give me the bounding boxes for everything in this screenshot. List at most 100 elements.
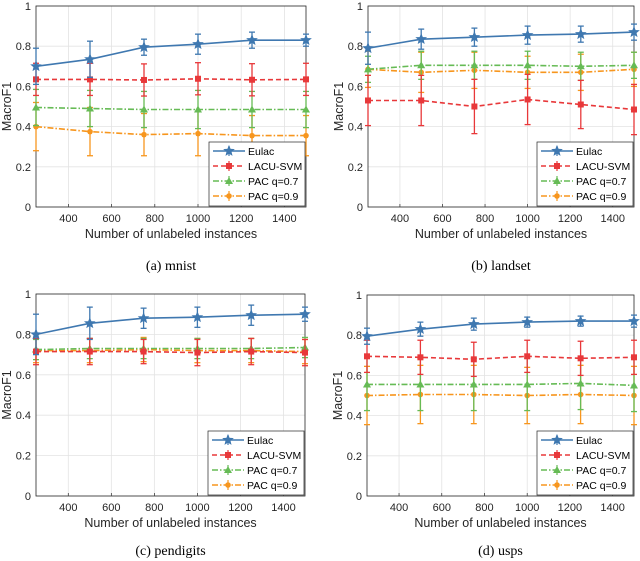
data-point (30, 60, 42, 72)
y-tick-label: 0.2 (348, 162, 363, 174)
legend-item: Eulac (541, 144, 602, 158)
y-tick-label: 1 (25, 289, 31, 301)
data-point (630, 61, 638, 69)
data-point (87, 76, 93, 83)
y-tick-label: 0.2 (347, 451, 362, 463)
y-tick-label: 0.8 (348, 41, 363, 53)
data-point (523, 380, 532, 388)
y-tick-label: 0.8 (16, 41, 31, 53)
data-point (84, 53, 96, 65)
x-tick-label: 1400 (600, 213, 624, 225)
legend-item: LACU-SVM (541, 450, 630, 462)
x-tick-label: 400 (391, 213, 409, 225)
y-tick-label: 1 (357, 1, 363, 13)
subplot-1: 400 600 800 1000 1200 1400 0 0.2 0.4 0.6 0.8 1 Numbe… (0, 1, 312, 274)
y-tick-label: 0.6 (347, 370, 362, 382)
x-tick-label: 400 (59, 213, 77, 225)
x-tick-label: 1200 (558, 213, 582, 225)
series-line (35, 346, 306, 351)
series-eulac (361, 314, 640, 345)
y-tick-label: 0.6 (16, 81, 31, 93)
legend-marker (553, 177, 561, 184)
series-lacu-svm (364, 339, 637, 378)
data-point (361, 330, 373, 342)
data-point (246, 34, 258, 46)
x-tick-label: 400 (390, 502, 408, 514)
legend-box (536, 141, 634, 207)
data-point (524, 96, 531, 103)
data-point (86, 104, 94, 112)
series-eulac (30, 31, 312, 86)
legend-label: LACU-SVM (248, 161, 302, 173)
x-axis-label: Number of unlabeled instances (85, 227, 257, 241)
data-point (631, 354, 637, 361)
data-point (191, 311, 204, 323)
data-point (574, 315, 587, 327)
legend-item: PAC q=0.9 (212, 480, 297, 492)
data-point (303, 76, 309, 83)
series-eulac (362, 23, 640, 65)
x-tick-label: 1400 (271, 502, 295, 514)
legend-label: PAC q=0.9 (247, 480, 297, 492)
legend-marker (551, 433, 563, 445)
x-tick-label: 1000 (185, 502, 209, 514)
x-tick-label: 1000 (515, 213, 539, 225)
legend-label: PAC q=0.9 (248, 191, 298, 203)
series-line (368, 98, 635, 111)
data-point (417, 354, 424, 361)
legend: Eulac LACU-SVM PAC q=0.7 PAC q=0.9 (536, 141, 634, 207)
series-line (35, 106, 306, 111)
data-point (138, 41, 150, 53)
series-line (367, 31, 635, 49)
y-axis-label: MacroF1 (331, 371, 345, 420)
y-tick-label: 0.8 (347, 330, 362, 342)
series-eulac (30, 304, 311, 356)
data-point (195, 75, 201, 82)
data-point (300, 34, 312, 46)
data-point (141, 131, 147, 138)
data-point (471, 103, 478, 110)
data-point (87, 128, 93, 135)
y-tick-label: 0.4 (16, 410, 31, 422)
legend-item: LACU-SVM (541, 161, 630, 173)
data-point (32, 103, 40, 111)
data-point (249, 76, 255, 83)
data-point (470, 61, 479, 69)
subplot-caption: (a) mnist (146, 259, 196, 274)
legend-label: Eulac (247, 435, 273, 447)
data-point (245, 309, 258, 321)
x-tick-label: 600 (102, 213, 120, 225)
y-tick-label: 1 (25, 1, 31, 13)
data-point (141, 76, 147, 83)
series-line (367, 68, 635, 74)
legend-marker (226, 193, 232, 199)
data-point (362, 42, 374, 54)
y-axis-label: MacroF1 (332, 82, 346, 131)
x-tick-label: 400 (59, 502, 77, 514)
series-pac-q-0-7 (32, 88, 310, 130)
data-point (630, 381, 638, 389)
subplot-caption: (d) usps (478, 544, 523, 559)
series-line (366, 355, 635, 361)
data-point (83, 317, 96, 329)
data-point (468, 31, 481, 43)
x-tick-label: 600 (433, 502, 451, 514)
x-tick-label: 1200 (558, 502, 582, 514)
data-point (248, 105, 256, 113)
y-tick-label: 1 (356, 290, 362, 302)
x-tick-label: 600 (433, 213, 451, 225)
data-point (194, 349, 201, 356)
data-point (140, 105, 148, 113)
y-tick-label: 0.2 (16, 162, 31, 174)
data-point (303, 132, 309, 139)
series-line (36, 77, 307, 81)
data-point (524, 353, 531, 360)
x-axis-label: Number of unlabeled instances (414, 516, 586, 530)
data-point (364, 353, 370, 360)
data-point (576, 62, 585, 70)
data-point (299, 308, 311, 320)
legend-item: PAC q=0.7 (212, 465, 297, 477)
series-line (367, 64, 635, 71)
legend-item: LACU-SVM (212, 450, 301, 462)
